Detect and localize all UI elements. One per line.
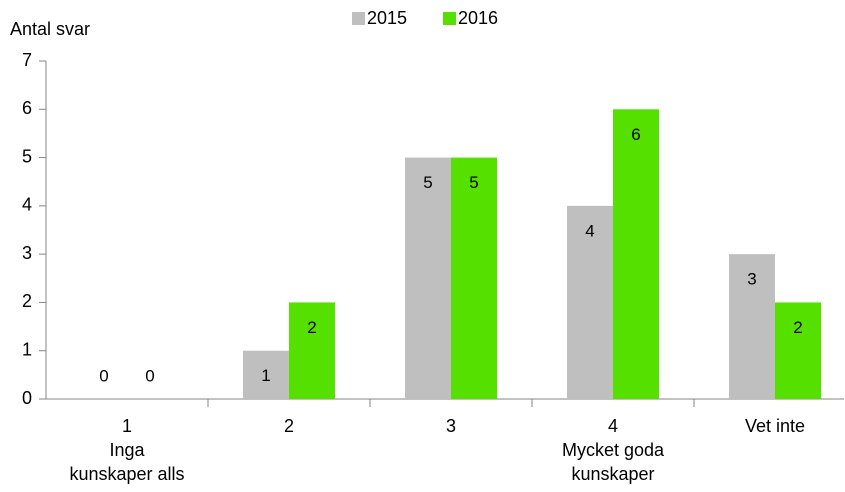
y-tick-label: 0	[22, 388, 32, 408]
data-label: 5	[469, 173, 478, 192]
x-tick-label: 3	[446, 416, 456, 436]
legend-swatch	[352, 12, 365, 25]
x-tick-label: Inga	[109, 440, 145, 460]
data-label: 5	[423, 173, 432, 192]
data-label: 6	[631, 125, 640, 144]
legend-label: 2016	[458, 8, 498, 28]
bar	[289, 302, 335, 399]
data-label: 4	[585, 221, 594, 240]
x-tick-label: 1	[122, 416, 132, 436]
x-tick-label: kunskaper	[571, 464, 654, 484]
x-tick-label: 2	[284, 416, 294, 436]
data-label: 1	[261, 366, 270, 385]
y-tick-label: 2	[22, 291, 32, 311]
x-tick-label: Vet inte	[745, 416, 805, 436]
bar	[405, 157, 451, 399]
bar	[451, 157, 497, 399]
bar	[567, 205, 613, 399]
legend-label: 2015	[367, 8, 407, 28]
data-label: 2	[793, 318, 802, 337]
bar	[729, 254, 775, 399]
y-tick-label: 1	[22, 339, 32, 359]
y-tick-label: 7	[22, 50, 32, 70]
x-tick-label: 4	[608, 416, 618, 436]
y-axis-title: Antal svar	[10, 19, 90, 39]
y-tick-label: 3	[22, 243, 32, 263]
bar	[243, 350, 289, 399]
x-tick-label: Mycket goda	[562, 440, 665, 460]
y-tick-label: 4	[22, 195, 32, 215]
x-tick-label: kunskaper alls	[69, 464, 184, 484]
data-label: 0	[99, 366, 108, 385]
y-tick-label: 6	[22, 98, 32, 118]
data-label: 0	[145, 366, 154, 385]
y-tick-label: 5	[22, 146, 32, 166]
bar	[613, 109, 659, 400]
data-label: 2	[307, 318, 316, 337]
bar	[775, 302, 821, 399]
data-label: 3	[747, 270, 756, 289]
legend-swatch	[443, 12, 456, 25]
